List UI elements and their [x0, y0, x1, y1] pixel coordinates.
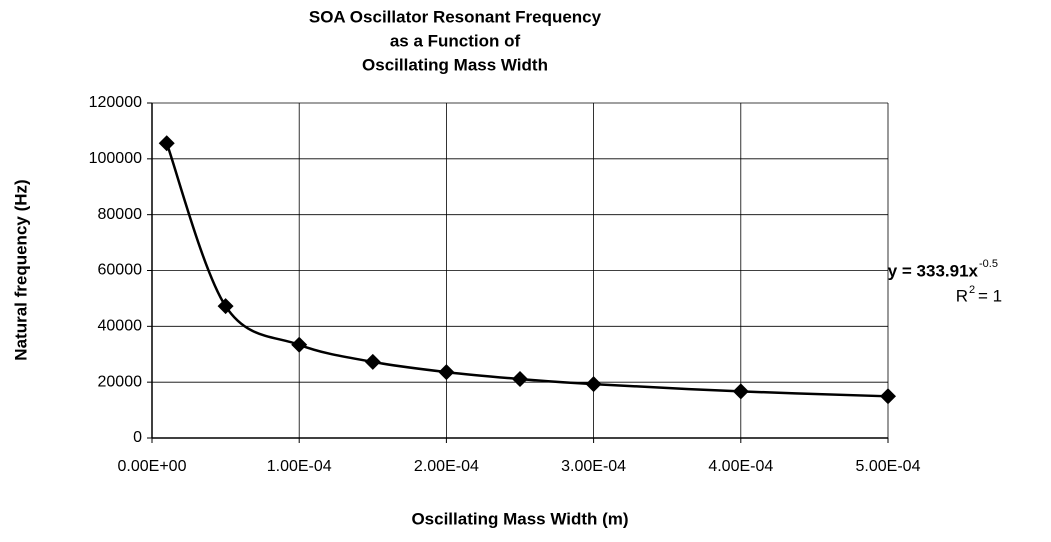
y-axis-label: Natural frequency (Hz): [11, 179, 30, 360]
x-tick-label: 5.00E-04: [856, 458, 921, 475]
data-point: [291, 336, 308, 353]
x-tick-label: 2.00E-04: [414, 458, 479, 475]
y-tick-label: 60000: [98, 262, 143, 279]
r-squared-value: = 1: [978, 286, 1002, 305]
chart-title: SOA Oscillator Resonant Frequency: [309, 7, 602, 26]
chart-title: Oscillating Mass Width: [362, 55, 548, 74]
y-tick-label: 100000: [89, 150, 142, 167]
r-squared-power: 2: [969, 284, 975, 296]
trendline-exponent: -0.5: [979, 258, 998, 270]
x-tick-label: 4.00E-04: [708, 458, 773, 475]
x-tick-label: 1.00E-04: [267, 458, 332, 475]
data-point: [217, 298, 234, 315]
r-squared-label: R: [956, 286, 968, 305]
data-point: [880, 388, 896, 405]
x-tick-label: 0.00E+00: [118, 458, 187, 475]
x-tick-label: 3.00E-04: [561, 458, 626, 475]
y-tick-label: 20000: [98, 373, 143, 390]
y-tick-label: 80000: [98, 206, 143, 223]
x-axis-label: Oscillating Mass Width (m): [411, 509, 628, 528]
y-tick-label: 0: [133, 429, 142, 446]
y-tick-label: 120000: [89, 94, 142, 111]
data-point: [438, 364, 455, 381]
data-point: [158, 135, 175, 152]
chart-title: as a Function of: [390, 31, 521, 50]
trendline: [165, 142, 889, 398]
data-point: [364, 353, 381, 370]
data-point: [585, 376, 602, 393]
trendline-equation: y = 333.91x: [888, 261, 979, 280]
data-point: [512, 371, 528, 388]
y-tick-label: 40000: [98, 318, 143, 335]
data-point: [732, 383, 749, 400]
